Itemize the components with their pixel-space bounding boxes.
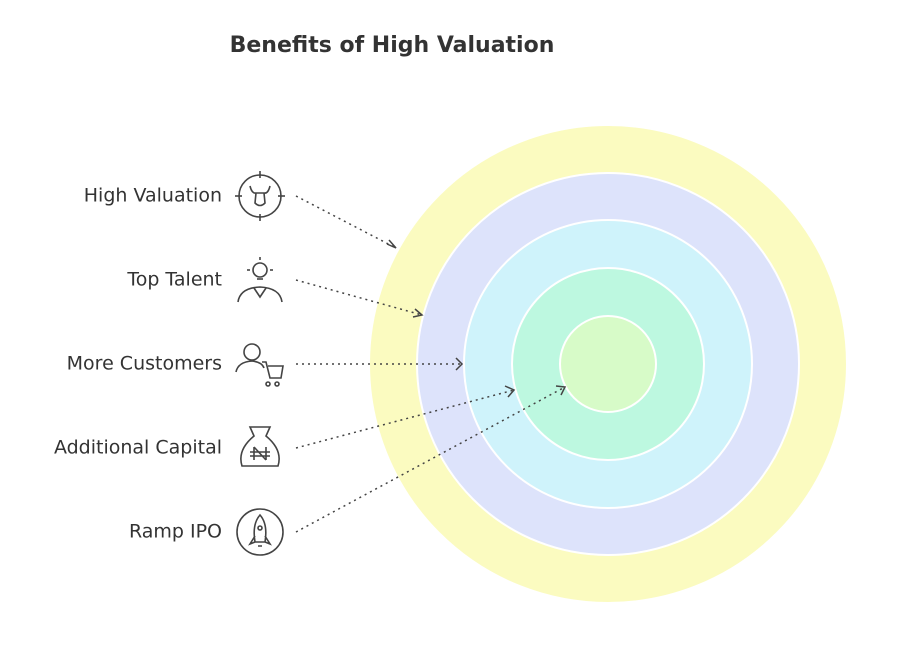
arrow — [295, 279, 423, 316]
icon-customer — [235, 343, 284, 387]
item-label: Top Talent — [126, 269, 222, 291]
icon-bulb — [237, 257, 283, 303]
item-label: More Customers — [67, 353, 222, 375]
item-label: Additional Capital — [54, 437, 222, 459]
arrow-head — [386, 239, 397, 249]
item-label: Ramp IPO — [129, 521, 222, 543]
arrow-head — [555, 385, 567, 396]
title: Benefits of High Valuation — [230, 33, 555, 58]
arrows — [295, 195, 567, 533]
ring-5 — [559, 315, 657, 413]
item-label: High Valuation — [84, 185, 222, 207]
arrow-head — [455, 357, 464, 371]
arrow-head — [412, 308, 424, 318]
rings — [368, 124, 848, 604]
icon-bull — [235, 171, 285, 221]
arrow — [295, 389, 515, 449]
icon-moneybag — [240, 426, 280, 467]
arrow — [295, 195, 397, 249]
arrow-head — [504, 385, 516, 398]
icon-rocket — [236, 508, 284, 556]
